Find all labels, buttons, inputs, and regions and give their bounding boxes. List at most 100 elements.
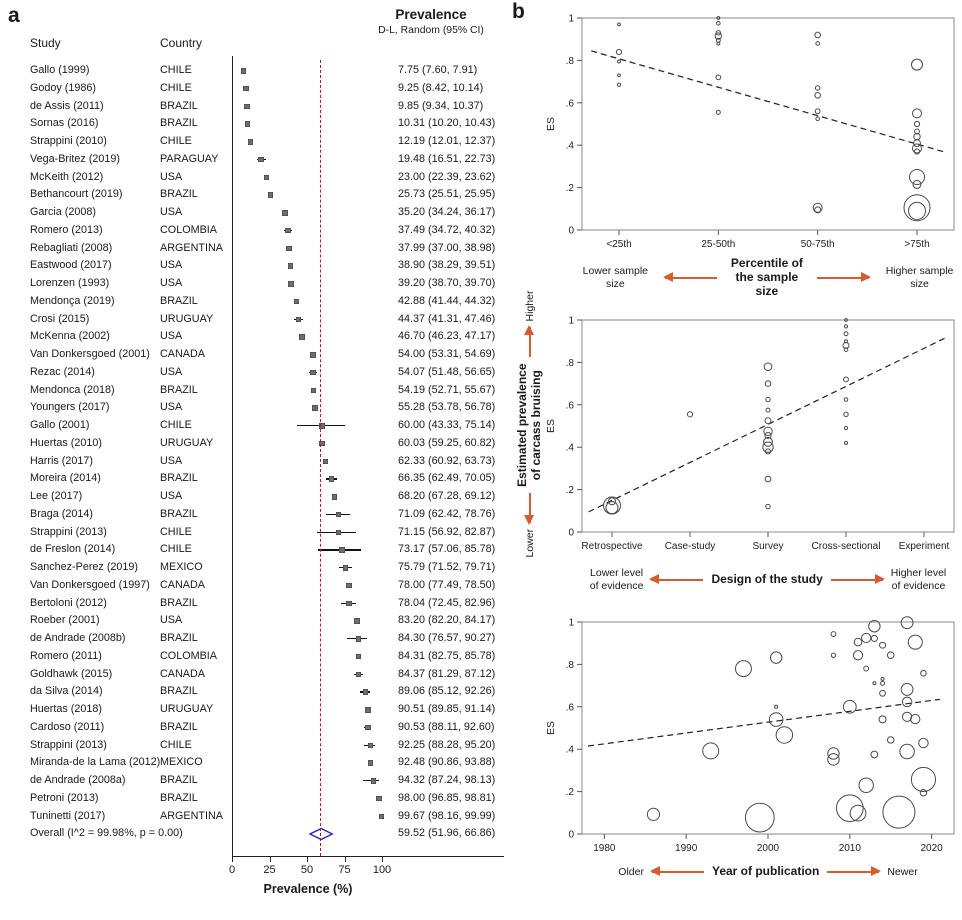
- study-plot-cell: [232, 62, 400, 80]
- study-plot-cell: [232, 275, 400, 293]
- point-estimate-marker: [328, 476, 335, 482]
- y-axis-super-label: Estimated prevalence of carcass bruising: [515, 363, 543, 487]
- column-header-prevalence: Prevalence D-L, Random (95% CI): [356, 7, 506, 36]
- study-name: Youngers (2017): [30, 401, 110, 414]
- point-estimate-marker: [362, 689, 369, 695]
- svg-text:.4: .4: [566, 141, 575, 152]
- study-plot-cell: [232, 754, 400, 772]
- estimate-text: 84.31 (82.75, 85.78): [398, 649, 496, 662]
- estimate-text: 60.03 (59.25, 60.82): [398, 436, 496, 449]
- forest-row: Braga (2014) BRAZIL 71.09 (62.42, 78.76): [0, 506, 510, 524]
- estimate-text: 71.15 (56.92, 82.87): [398, 525, 496, 538]
- svg-text:.6: .6: [566, 400, 575, 411]
- study-plot-cell: [232, 169, 400, 187]
- svg-text:25-50th: 25-50th: [701, 239, 735, 250]
- point-estimate-marker: [299, 334, 305, 340]
- svg-text:50-75th: 50-75th: [801, 239, 835, 250]
- study-name: Miranda-de la Lama (2012): [30, 756, 161, 769]
- estimate-text: 25.73 (25.51, 25.95): [398, 188, 496, 201]
- svg-text:>75th: >75th: [904, 239, 929, 250]
- x-tick: [382, 857, 384, 862]
- study-plot-cell: [232, 115, 400, 133]
- es-axis-label: ES: [545, 419, 557, 433]
- study-name: de Assis (2011): [30, 99, 104, 112]
- x-tick: [232, 857, 234, 862]
- study-country: CHILE: [160, 81, 192, 94]
- forest-row: Lee (2017) USA 68.20 (67.28, 69.12): [0, 488, 510, 506]
- study-country: USA: [160, 170, 183, 183]
- study-country: MEXICO: [160, 756, 203, 769]
- estimate-text: 46.70 (46.23, 47.17): [398, 330, 496, 343]
- study-name: Braga (2014): [30, 507, 94, 520]
- x-tick: [269, 857, 271, 862]
- caption-left-label: Lower level of evidence: [589, 567, 644, 592]
- study-name: da Silva (2014): [30, 685, 103, 698]
- forest-row: Huertas (2018) URUGUAY 90.51 (89.85, 91.14…: [0, 701, 510, 719]
- forest-row: Goldhawk (2015) CANADA 84.37 (81.29, 87.12…: [0, 666, 510, 684]
- study-name: Tuninetti (2017): [30, 809, 106, 822]
- forest-row: Vega-Britez (2019) PARAGUAY 19.48 (16.51, …: [0, 151, 510, 169]
- arrow-left-icon: [649, 867, 704, 876]
- forest-row: Bertoloni (2012) BRAZIL 78.04 (72.45, 82.9…: [0, 595, 510, 613]
- study-name: Harris (2017): [30, 454, 93, 467]
- svg-text:.8: .8: [566, 358, 575, 369]
- study-plot-cell: [232, 453, 400, 471]
- study-plot-cell: [232, 648, 400, 666]
- svg-text:1980: 1980: [593, 843, 616, 854]
- svg-text:.6: .6: [566, 98, 575, 109]
- study-country: USA: [160, 330, 183, 343]
- overall-plot-cell: [232, 825, 400, 843]
- study-country: BRAZIL: [160, 791, 198, 804]
- estimate-text: 90.53 (88.11, 92.60): [398, 720, 495, 733]
- point-estimate-marker: [378, 813, 385, 820]
- arrow-right-icon: [827, 867, 882, 876]
- study-country: USA: [160, 259, 183, 272]
- study-plot-cell: [232, 666, 400, 684]
- study-name: Gallo (1999): [30, 64, 90, 76]
- study-plot-cell: [232, 222, 400, 240]
- caption-center-label: Design of the study: [711, 572, 823, 587]
- study-name: Bethancourt (2019): [30, 188, 123, 201]
- caption-right-label: Newer: [887, 865, 918, 878]
- overall-estimate-text: 59.52 (51.96, 66.86): [398, 827, 496, 840]
- study-name: de Andrade (2008b): [30, 632, 126, 644]
- study-name: Goldhawk (2015): [30, 667, 113, 680]
- arrow-left-icon: [649, 575, 704, 584]
- svg-text:.8: .8: [566, 56, 575, 67]
- estimate-text: 68.20 (67.28, 69.12): [398, 490, 496, 502]
- point-estimate-marker: [286, 245, 292, 252]
- forest-row: da Silva (2014) BRAZIL 89.06 (85.12, 92.26…: [0, 683, 510, 701]
- study-country: BRAZIL: [160, 774, 198, 786]
- study-country: URUGUAY: [160, 703, 214, 715]
- study-name: Strappini (2013): [30, 525, 107, 538]
- point-estimate-marker: [365, 724, 371, 731]
- caption-right-label: Higher sample size: [885, 265, 954, 290]
- study-name: Romero (2013): [30, 223, 103, 236]
- study-plot-cell: [232, 293, 400, 311]
- estimate-text: 54.19 (52.71, 55.67): [398, 383, 496, 396]
- svg-text:.4: .4: [566, 745, 575, 756]
- es-axis-label: ES: [545, 721, 557, 735]
- study-plot-cell: [232, 559, 400, 577]
- study-plot-cell: [232, 506, 400, 524]
- study-name: de Andrade (2008a): [30, 774, 126, 786]
- forest-row: Moreira (2014) BRAZIL 66.35 (62.49, 70.05): [0, 470, 510, 488]
- forest-row: Gallo (2001) CHILE 60.00 (43.33, 75.14): [0, 417, 510, 435]
- caption-percentile: Lower sample size Percentile of the samp…: [510, 254, 962, 302]
- study-name: McKenna (2002): [30, 330, 110, 343]
- study-plot-cell: [232, 524, 400, 542]
- estimate-text: 37.99 (37.00, 38.98): [398, 241, 496, 254]
- study-country: MEXICO: [160, 561, 203, 573]
- study-plot-cell: [232, 186, 400, 204]
- point-estimate-marker: [335, 511, 342, 518]
- study-country: USA: [160, 206, 183, 218]
- svg-text:.4: .4: [566, 443, 575, 454]
- study-name: Petroni (2013): [30, 791, 99, 804]
- study-name: Lee (2017): [30, 490, 83, 502]
- forest-row: Rebagliati (2008) ARGENTINA 37.99 (37.00, …: [0, 240, 510, 258]
- svg-text:Case-study: Case-study: [665, 541, 716, 552]
- point-estimate-marker: [339, 547, 345, 553]
- study-country: BRAZIL: [160, 632, 198, 644]
- svg-text:.2: .2: [566, 183, 575, 194]
